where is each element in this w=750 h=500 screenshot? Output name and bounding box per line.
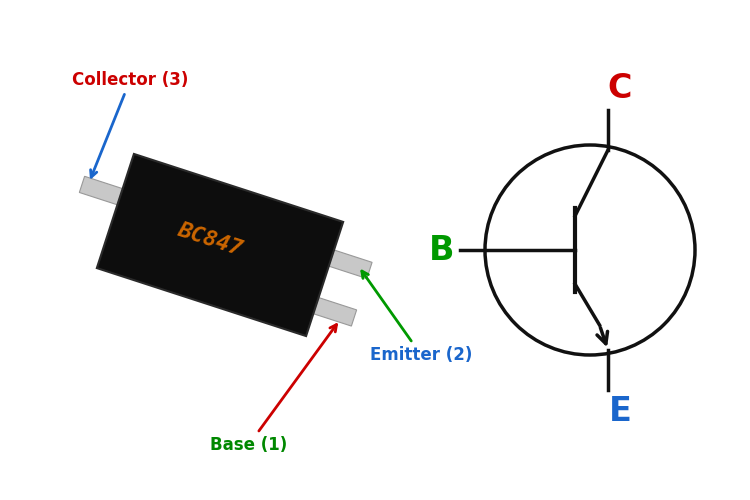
Text: BC847: BC847 — [175, 220, 245, 260]
Text: Base (1): Base (1) — [210, 324, 337, 454]
Polygon shape — [97, 154, 344, 336]
Polygon shape — [314, 298, 357, 326]
Text: Collector (3): Collector (3) — [72, 71, 188, 177]
Text: C: C — [608, 72, 632, 105]
Polygon shape — [80, 176, 123, 205]
Text: B: B — [429, 234, 454, 266]
Text: E: E — [608, 395, 631, 428]
Text: Emitter (2): Emitter (2) — [362, 271, 472, 364]
Polygon shape — [328, 250, 372, 278]
